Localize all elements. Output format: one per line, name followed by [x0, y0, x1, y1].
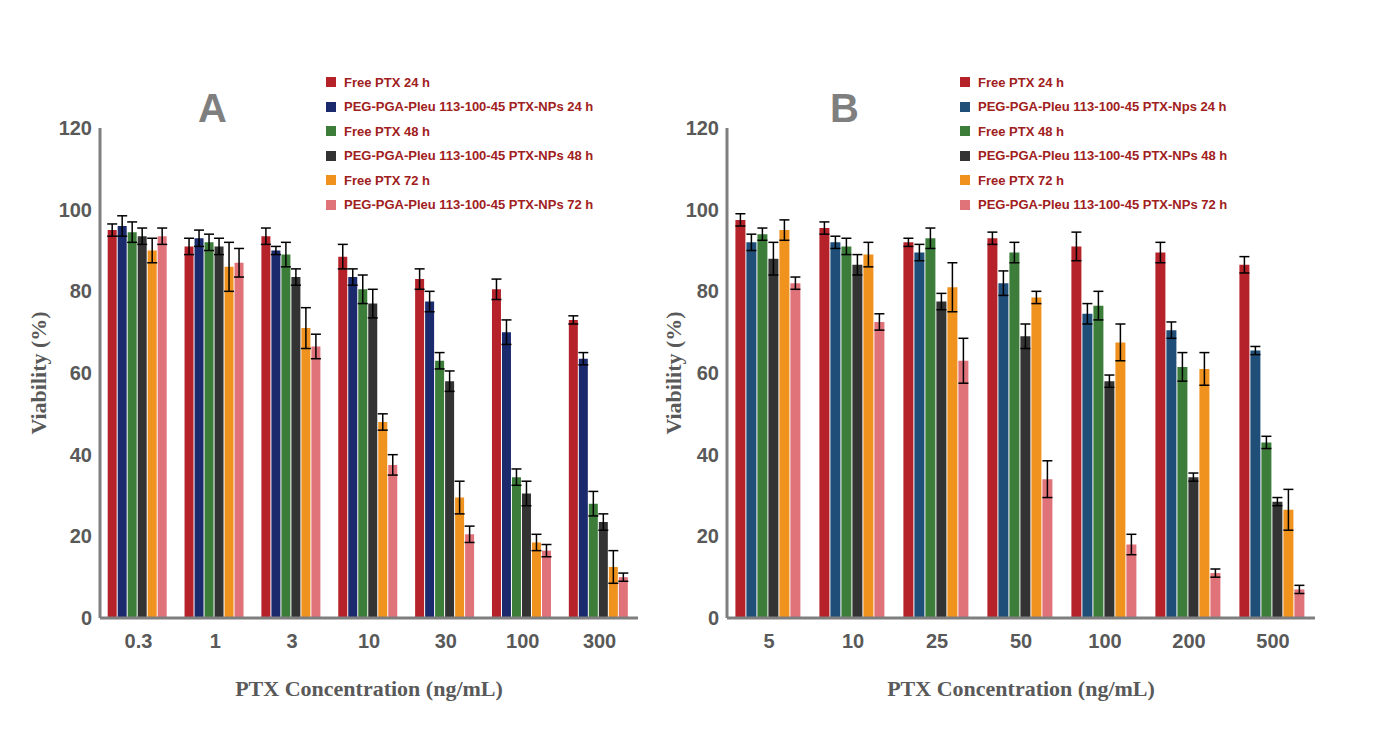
- svg-text:100: 100: [686, 199, 719, 221]
- html-text:PEG-PGA-Pleu 113-100-45 PTX-NP: PEG-PGA-Pleu 113-100-45 PTX-NPs 48 h: [978, 148, 1228, 164]
- svg-text:0: 0: [708, 607, 719, 629]
- svg-text:40: 40: [70, 444, 92, 466]
- html-text:PEG-PGA-Pleu 113-100-45 PTX-NP: PEG-PGA-Pleu 113-100-45 PTX-NPs 24 h: [344, 99, 594, 115]
- svg-text:10: 10: [842, 630, 864, 652]
- html-text:PEG-PGA-Pleu 113-100-45 PTX-NP: PEG-PGA-Pleu 113-100-45 PTX-NPs 72 h: [344, 197, 594, 213]
- svg-text:PTX Concentration (ng/mL): PTX Concentration (ng/mL): [887, 676, 1155, 701]
- svg-text:100: 100: [59, 199, 92, 221]
- svg-text:25: 25: [926, 630, 948, 652]
- svg-text:20: 20: [70, 525, 92, 547]
- html-text:PEG-PGA-Pleu 113-100-45 PTX-NP: PEG-PGA-Pleu 113-100-45 PTX-NPs 48 h: [344, 148, 594, 164]
- html-text:B: B: [830, 86, 859, 130]
- svg-text:60: 60: [697, 362, 719, 384]
- svg-text:5: 5: [763, 630, 774, 652]
- svg-text:100: 100: [1088, 630, 1121, 652]
- html-text:Free PTX 72 h: Free PTX 72 h: [344, 172, 430, 188]
- svg-text:30: 30: [435, 630, 457, 652]
- svg-text:50: 50: [1010, 630, 1032, 652]
- svg-text:60: 60: [70, 362, 92, 384]
- svg-text:Viability (%): Viability (%): [661, 311, 686, 434]
- html-text:Free PTX 24 h: Free PTX 24 h: [978, 74, 1064, 90]
- svg-text:80: 80: [697, 280, 719, 302]
- svg-text:200: 200: [1172, 630, 1205, 652]
- svg-text:80: 80: [70, 280, 92, 302]
- svg-text:500: 500: [1256, 630, 1289, 652]
- svg-text:0.3: 0.3: [125, 630, 153, 652]
- svg-text:120: 120: [686, 117, 719, 139]
- html-text:A: A: [198, 86, 227, 130]
- html-text:PEG-PGA-Pleu 113-100-45 PTX-NP: PEG-PGA-Pleu 113-100-45 PTX-NPs 72 h: [978, 197, 1228, 213]
- svg-text:1: 1: [210, 630, 221, 652]
- svg-text:PTX Concentration (ng/mL): PTX Concentration (ng/mL): [235, 676, 503, 701]
- html-text:Free PTX 48 h: Free PTX 48 h: [344, 123, 430, 139]
- svg-text:Viability (%): Viability (%): [26, 311, 51, 434]
- svg-text:120: 120: [59, 117, 92, 139]
- svg-text:20: 20: [697, 525, 719, 547]
- svg-text:10: 10: [358, 630, 380, 652]
- html-text:Free PTX 48 h: Free PTX 48 h: [978, 123, 1064, 139]
- svg-text:300: 300: [583, 630, 616, 652]
- html-text:PEG-PGA-Pleu 113-100-45 PTX-Np: PEG-PGA-Pleu 113-100-45 PTX-Nps 24 h: [978, 99, 1227, 115]
- html-text:Free PTX 24 h: Free PTX 24 h: [344, 74, 430, 90]
- html-text:Free PTX 72 h: Free PTX 72 h: [978, 172, 1064, 188]
- svg-text:100: 100: [506, 630, 539, 652]
- svg-text:0: 0: [81, 607, 92, 629]
- svg-text:3: 3: [287, 630, 298, 652]
- svg-text:40: 40: [697, 444, 719, 466]
